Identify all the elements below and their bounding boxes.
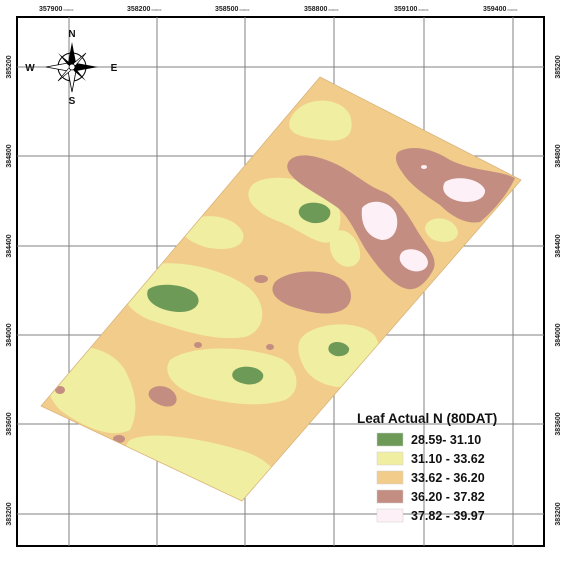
y-tick-label: 384000 — [555, 323, 562, 346]
y-tick-label: 385200 — [555, 55, 562, 78]
compass-s-label: S — [69, 96, 76, 107]
compass-rose: N S E W — [25, 29, 117, 107]
legend: Leaf Actual N (80DAT) 28.59- 31.10 31.10 … — [357, 411, 497, 523]
legend-item-label: 36.20 - 37.82 — [411, 490, 485, 504]
x-tick-label: 358200000000 — [127, 6, 162, 13]
x-tick-label: 357900000000 — [39, 6, 74, 13]
compass-n-label: N — [68, 29, 75, 40]
y-tick-label: 384400 — [6, 234, 13, 257]
field-boundary — [40, 76, 522, 502]
y-tick-label: 383200 — [6, 502, 13, 525]
legend-item-label: 28.59- 31.10 — [411, 433, 481, 447]
legend-item-label: 37.82 - 39.97 — [411, 509, 485, 523]
y-tick-label: 384400 — [555, 234, 562, 257]
y-tick-label: 383200 — [555, 502, 562, 525]
zones-class-5 — [361, 165, 486, 272]
compass-e-label: E — [111, 63, 118, 74]
legend-title: Leaf Actual N (80DAT) — [357, 411, 497, 426]
legend-swatch — [376, 451, 404, 466]
y-tick-label: 385200 — [6, 55, 13, 78]
legend-swatch — [376, 432, 404, 447]
y-tick-label: 384800 — [555, 144, 562, 167]
x-tick-label: 358500000000 — [215, 6, 250, 13]
y-tick-label: 384800 — [6, 144, 13, 167]
legend-swatch — [376, 470, 404, 485]
zones-class-1 — [147, 202, 350, 385]
x-tick-labels-top: 357900000000 358200000000 358500000000 3588… — [39, 6, 518, 13]
legend-item-label: 33.62 - 36.20 — [411, 471, 485, 485]
y-tick-labels-right: 385200 384800 384400 384000 383600 383200 — [555, 55, 562, 525]
x-tick-label: 359100000000 — [394, 6, 429, 13]
x-tick-label: 358800000000 — [304, 6, 339, 13]
x-tick-label: 359400000000 — [483, 6, 518, 13]
legend-swatch — [376, 508, 404, 523]
y-tick-labels-left: 385200 384800 384400 384000 383600 383200 — [6, 55, 13, 525]
compass-w-label: W — [25, 63, 35, 74]
y-tick-label: 383600 — [555, 412, 562, 435]
y-tick-label: 384000 — [6, 323, 13, 346]
compass-needle-north — [68, 42, 76, 67]
legend-swatch — [376, 489, 404, 504]
y-tick-label: 383600 — [6, 412, 13, 435]
legend-item-label: 31.10 - 33.62 — [411, 452, 485, 466]
